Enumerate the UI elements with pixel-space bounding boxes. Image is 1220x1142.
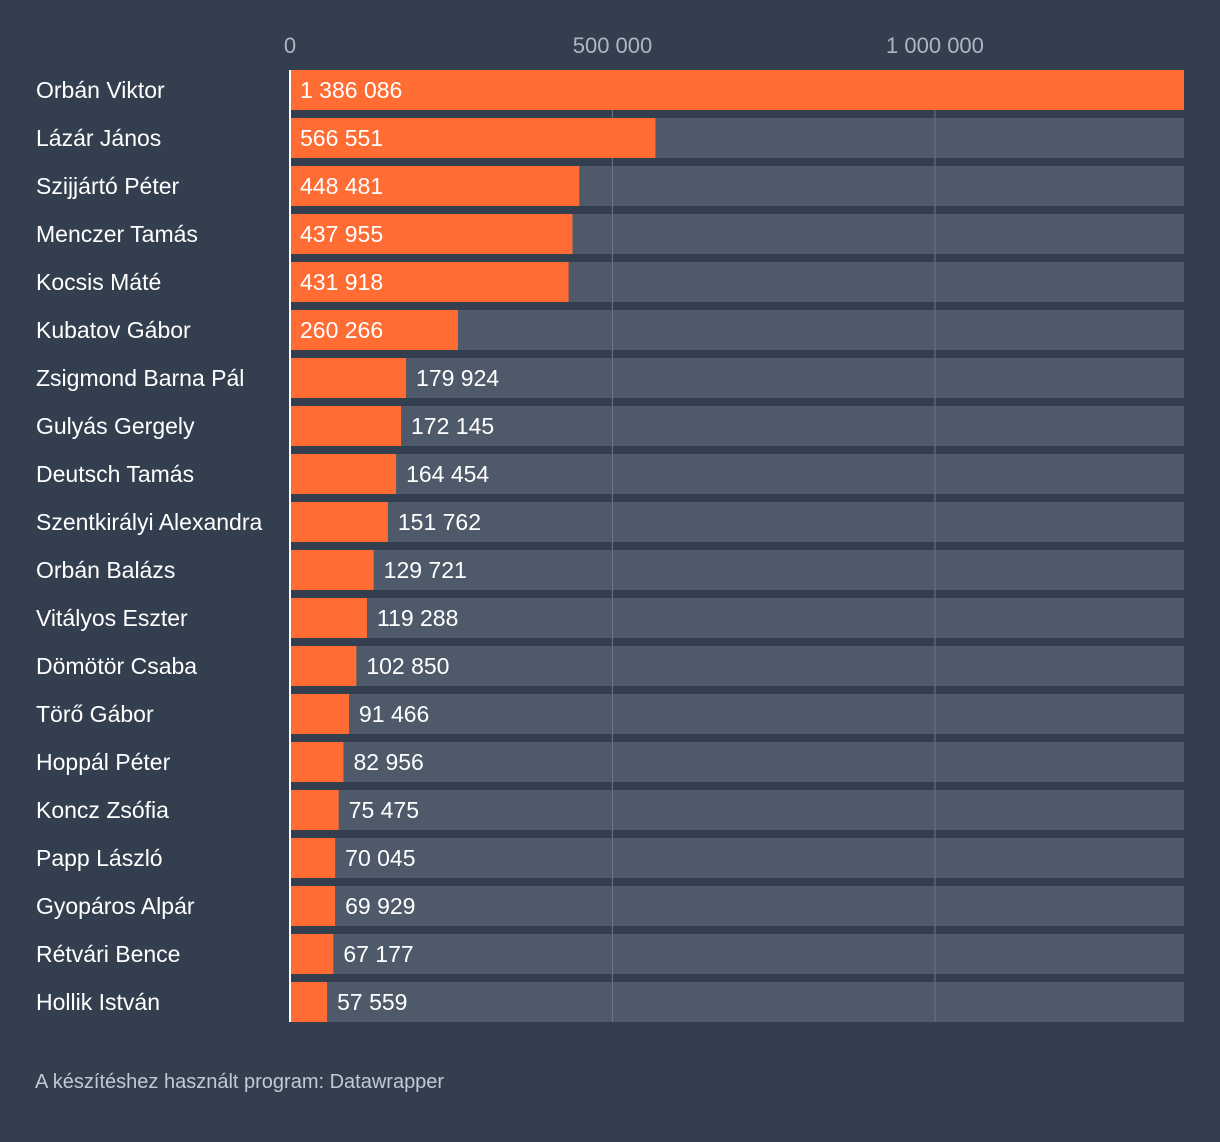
bar-track [290,790,1184,830]
bar [290,790,339,830]
bar [290,262,569,302]
value-label: 102 850 [366,653,449,679]
value-label: 151 762 [398,509,481,535]
category-label: Hollik István [36,989,160,1015]
bar-track [290,886,1184,926]
bar-track [290,502,1184,542]
value-label: 69 929 [345,893,415,919]
bar [290,502,388,542]
value-label: 1 386 086 [300,77,402,103]
bar-track [290,742,1184,782]
value-label: 57 559 [337,989,407,1015]
category-label: Orbán Viktor [36,77,165,103]
value-label: 260 266 [300,317,383,343]
bar-track [290,598,1184,638]
value-label: 70 045 [345,845,415,871]
x-tick-label: 1 000 000 [886,33,984,58]
value-label: 431 918 [300,269,383,295]
bar [290,742,344,782]
bar-track [290,454,1184,494]
value-label: 82 956 [354,749,424,775]
category-label: Zsigmond Barna Pál [36,365,244,391]
bar-track [290,934,1184,974]
value-label: 129 721 [384,557,467,583]
value-label: 119 288 [377,605,458,631]
bar [290,118,656,158]
bar [290,214,573,254]
bar [290,358,407,398]
value-label: 172 145 [411,413,494,439]
value-label: 179 924 [416,365,499,391]
bar [290,310,458,350]
bar-track [290,406,1184,446]
category-label: Gyopáros Alpár [36,893,195,919]
category-label: Orbán Balázs [36,557,175,583]
category-label: Kocsis Máté [36,269,161,295]
footer-credit: A készítéshez használt program: Datawrap… [35,1071,445,1093]
bar [290,454,397,494]
bar [290,982,328,1022]
category-label: Kubatov Gábor [36,317,191,343]
value-label: 91 466 [359,701,429,727]
value-label: 67 177 [343,941,413,967]
category-label: Deutsch Tamás [36,461,194,487]
category-label: Szijjártó Péter [36,173,180,199]
bar-track [290,550,1184,590]
category-label: Dömötör Csaba [36,653,197,679]
value-label: 75 475 [349,797,419,823]
value-label: 566 551 [300,125,383,151]
value-label: 448 481 [300,173,383,199]
bar [290,166,580,206]
bar [290,646,357,686]
category-label: Menczer Tamás [36,221,198,247]
bar [290,550,374,590]
x-tick-label: 500 000 [573,33,653,58]
bar [290,406,402,446]
bar-chart: 0 500 000 1 000 000 Orbán Viktor 1 386 086 Lá… [36,33,1184,1022]
bar-track [290,982,1184,1022]
category-label: Törő Gábor [36,701,154,727]
bar [290,694,349,734]
category-label: Gulyás Gergely [36,413,195,439]
value-label: 437 955 [300,221,383,247]
category-label: Szentkirályi Alexandra [36,509,262,535]
category-label: Koncz Zsófia [36,797,169,823]
bar [290,70,1184,110]
bar [290,838,336,878]
bar [290,934,334,974]
category-label: Rétvári Bence [36,941,180,967]
category-label: Vitályos Eszter [36,605,188,631]
category-label: Papp László [36,845,163,871]
bar-track [290,694,1184,734]
bar-track [290,646,1184,686]
category-label: Lázár János [36,125,161,151]
value-label: 164 454 [406,461,489,487]
x-tick-label: 0 [284,33,296,58]
bar [290,886,336,926]
bar [290,598,367,638]
bar-track [290,358,1184,398]
category-label: Hoppál Péter [36,749,171,775]
bar-track [290,838,1184,878]
